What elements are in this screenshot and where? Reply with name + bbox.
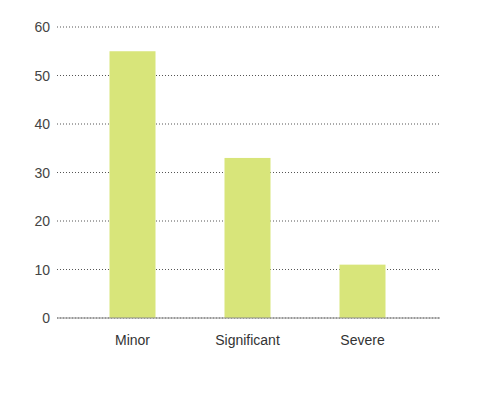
- y-tick-label: 10: [34, 262, 50, 278]
- y-tick-label: 20: [34, 213, 50, 229]
- bar: [110, 51, 156, 318]
- grid-line: [57, 318, 440, 319]
- y-tick-label: 50: [34, 68, 50, 84]
- x-tick-label: Severe: [340, 332, 385, 348]
- y-tick-label: 60: [34, 19, 50, 35]
- x-tick-label: Significant: [215, 332, 280, 348]
- bar: [340, 265, 386, 318]
- grid-line: [57, 27, 440, 28]
- x-tick-label: Minor: [115, 332, 150, 348]
- y-tick-label: 40: [34, 116, 50, 132]
- y-tick-label: 30: [34, 165, 50, 181]
- chart: 0 10 20 30 40 50 60 Minor Significant Severe: [0, 0, 479, 395]
- x-axis-line: [57, 318, 440, 319]
- bars: [110, 51, 386, 318]
- bar: [225, 158, 271, 318]
- y-tick-label: 0: [42, 310, 50, 326]
